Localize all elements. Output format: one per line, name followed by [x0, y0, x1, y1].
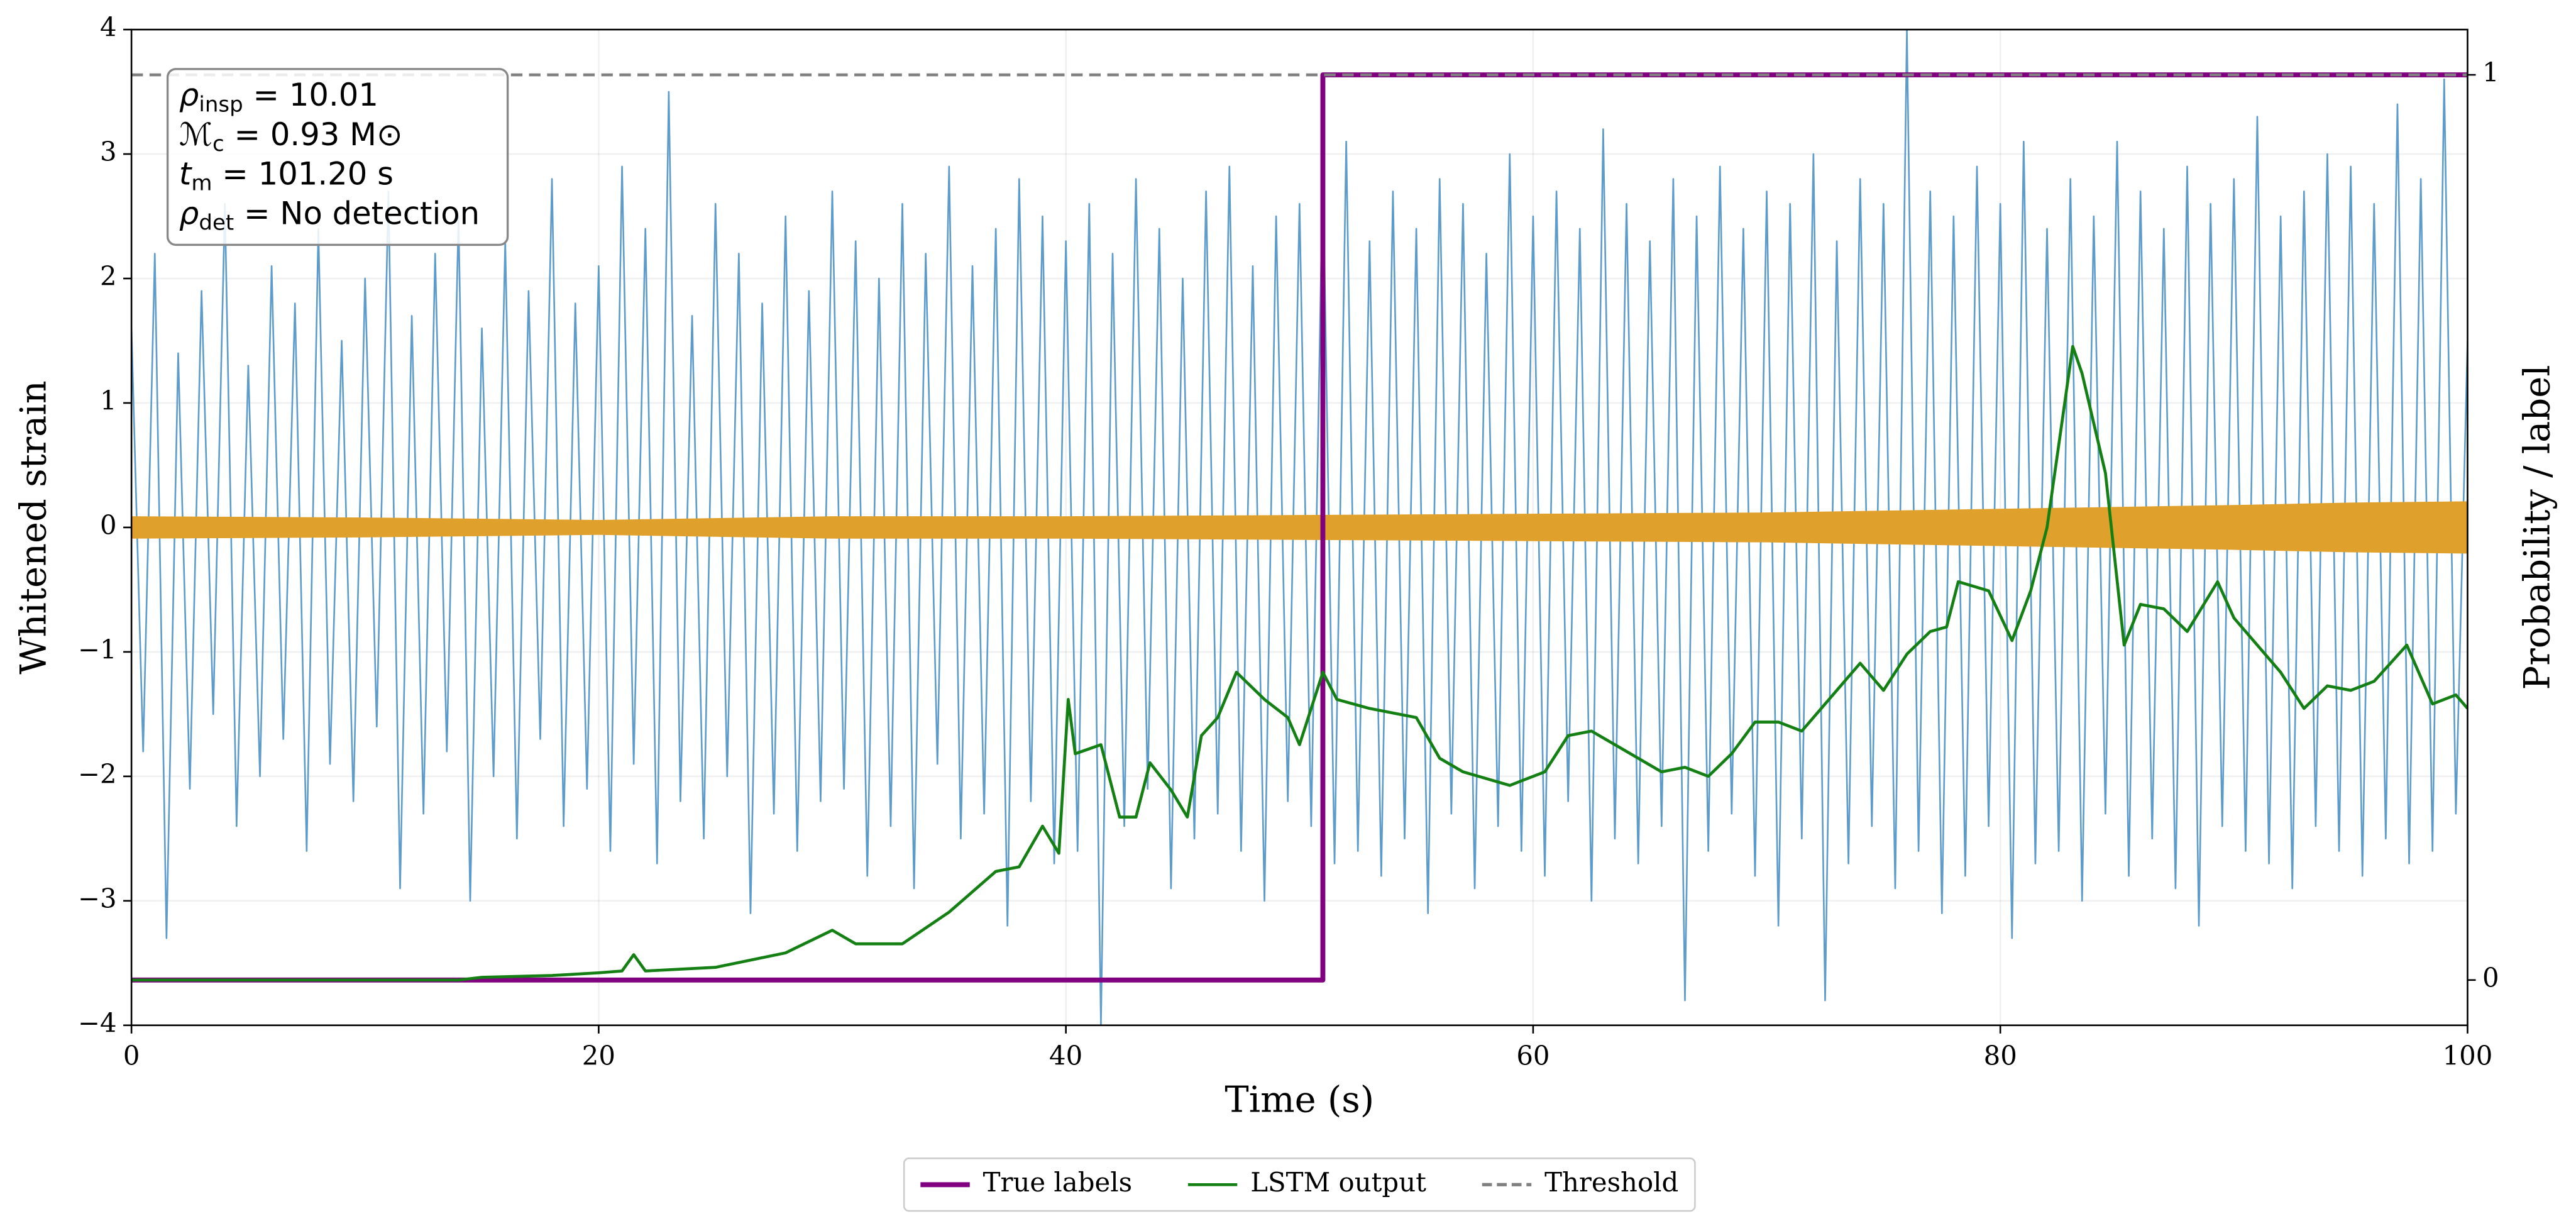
- legend-box: [903, 1157, 1696, 1212]
- annotation-symbol: ρ: [179, 77, 199, 113]
- x-axis-label: Time (s): [1225, 1079, 1374, 1121]
- annotation-symbol: t: [179, 155, 192, 192]
- y2-axis-label: Probability / label: [2516, 365, 2558, 690]
- annotation-symbol: ρ: [179, 195, 199, 231]
- annotation-sub: m: [191, 170, 212, 196]
- x-tick-label: 20: [582, 1041, 615, 1071]
- signal-area: [131, 501, 2468, 554]
- annotation-box: [166, 68, 509, 246]
- y-tick-label: 0: [100, 509, 117, 540]
- x-tick-label: 100: [2443, 1041, 2493, 1071]
- y-tick-label: −4: [78, 1007, 117, 1038]
- y2-tick-label: 1: [2482, 57, 2499, 88]
- plot-area: [131, 30, 2468, 1025]
- annotation-line: tm = 101.20 s: [179, 155, 394, 196]
- strain-line: [131, 30, 2468, 1025]
- y-tick-label: 3: [100, 136, 117, 167]
- annotation-line: ρinsp = 10.01: [179, 77, 378, 117]
- legend: True labels LSTM output Threshold: [903, 1157, 1696, 1212]
- annotation-value: = No detection: [234, 195, 480, 231]
- y-tick-label: −2: [78, 758, 117, 789]
- legend-label: True labels: [983, 1167, 1132, 1198]
- annotation-line: ℳc = 0.93 M⊙: [179, 116, 403, 156]
- x-tick-label: 0: [123, 1041, 140, 1071]
- y-tick-label: 1: [100, 385, 117, 416]
- y-tick-label: −3: [78, 883, 117, 914]
- annotation-sub: c: [212, 131, 224, 156]
- annotation-value: = 101.20 s: [212, 155, 393, 192]
- legend-label: LSTM output: [1250, 1167, 1426, 1198]
- annotation-sub: det: [199, 210, 234, 235]
- x-tick-label: 80: [1984, 1041, 2017, 1071]
- y-tick-label: 2: [100, 260, 117, 291]
- annotation-sub: insp: [199, 92, 243, 117]
- x-tick-label: 40: [1049, 1041, 1082, 1071]
- annotation-symbol: ℳ: [179, 116, 212, 152]
- y2-tick-label: 0: [2482, 962, 2499, 993]
- y-tick-label: −1: [78, 634, 117, 665]
- series-line: [131, 345, 2468, 982]
- annotation-value: = 0.93 M⊙: [224, 116, 403, 152]
- annotation-value: = 10.01: [243, 77, 378, 113]
- annotation-line: ρdet = No detection: [179, 195, 480, 235]
- legend-label: Threshold: [1544, 1167, 1678, 1198]
- x-tick-label: 60: [1516, 1041, 1549, 1071]
- y-axis-label: Whitened strain: [13, 380, 55, 674]
- y-tick-label: 4: [100, 12, 117, 43]
